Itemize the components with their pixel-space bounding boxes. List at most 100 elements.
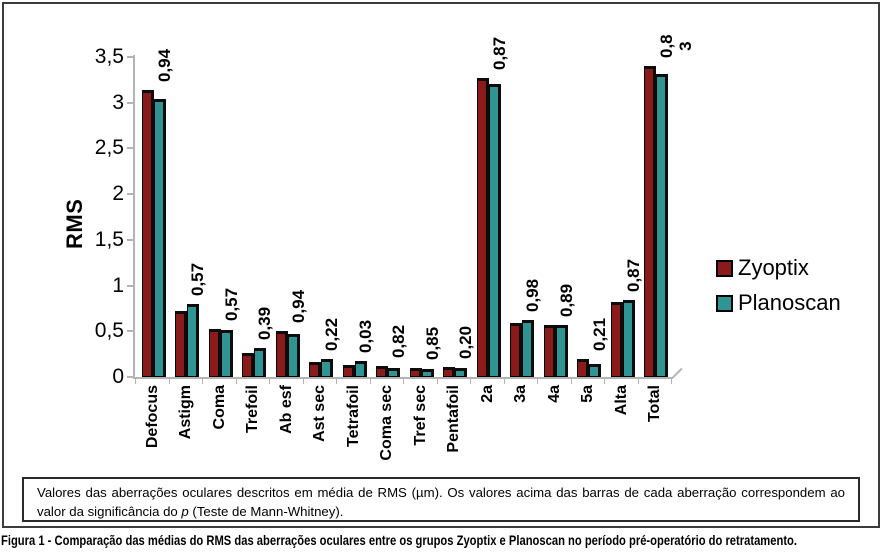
bar-zyoptix	[376, 365, 389, 377]
plot-area: RMS 0 0,5 1 1,5 2 2,5 3 3,5 0,94 Defocus 0,57 Astig…	[62, 34, 696, 461]
note-text-p-italic: p	[181, 504, 189, 519]
y-tick	[127, 284, 134, 287]
p-value-label: 0,87	[489, 36, 509, 70]
x-category-label: Ab esf	[277, 385, 295, 434]
bar-planoscan	[220, 330, 233, 377]
x-category-label: Defocus	[143, 385, 161, 449]
legend-item-planoscan: Planoscan	[716, 292, 841, 314]
x-tick	[135, 379, 136, 384]
note-text-part2: (Teste de Mann-Whitney).	[188, 504, 344, 519]
y-tick-label: 2	[112, 182, 124, 206]
x-category-label: Coma	[210, 385, 228, 430]
bar-planoscan	[488, 84, 501, 377]
x-category-label: 3a	[512, 385, 530, 403]
x-tick	[436, 379, 438, 384]
y-tick	[127, 238, 134, 241]
x-tick	[637, 379, 639, 384]
p-value-label: 0,39	[255, 307, 275, 341]
x-tick	[369, 379, 371, 384]
p-value-label: 0,87	[623, 258, 643, 292]
p-value-label: 0,94	[154, 48, 174, 82]
bar-zyoptix	[610, 301, 623, 377]
bar-planoscan	[622, 299, 635, 377]
bar-zyoptix	[309, 362, 322, 377]
bar-planoscan	[354, 361, 367, 377]
p-value-label: 0,57	[188, 263, 208, 297]
x-axis-line	[133, 377, 673, 379]
p-value-label: 0,22	[322, 318, 342, 352]
x-category-label: 2a	[478, 385, 496, 403]
legend-label-planoscan: Planoscan	[738, 290, 841, 315]
y-tick-label: 1,5	[94, 227, 124, 251]
x-category-label: Alta	[612, 385, 630, 416]
x-tick	[302, 379, 304, 384]
bar-planoscan	[421, 369, 434, 377]
x-category-label: Total	[646, 385, 664, 423]
bar-planoscan	[522, 319, 535, 377]
p-value-label: 0,89	[556, 283, 576, 317]
x-tick	[235, 379, 237, 384]
legend: Zyoptix Planoscan	[716, 257, 841, 314]
note-text-part1: Valores das aberrações oculares descrito…	[37, 485, 845, 519]
bar-planoscan	[187, 304, 200, 377]
y-tick-label: 2,5	[94, 136, 124, 160]
bar-planoscan	[388, 368, 401, 377]
x-tick	[503, 379, 505, 384]
x-category-label: Astigm	[177, 385, 195, 440]
x-tick	[604, 379, 605, 384]
zyoptix-swatch-icon	[716, 259, 733, 277]
x-category-label: Ast sec	[311, 385, 329, 442]
x-category-label: Pentafoil	[445, 385, 463, 453]
x-category-label: Tetrafoil	[344, 385, 362, 447]
y-axis-line	[133, 55, 135, 377]
x-tick	[168, 379, 170, 384]
p-value-label: 0,8 3	[657, 34, 696, 58]
x-tick	[570, 379, 572, 384]
y-tick-label: 3,5	[94, 45, 124, 68]
bar-planoscan	[455, 368, 468, 377]
x-category-label: 5a	[579, 385, 597, 403]
p-value-label: 0,57	[221, 288, 241, 322]
p-value-label: 0,21	[590, 318, 610, 352]
bar-zyoptix	[644, 65, 657, 377]
bar-zyoptix	[409, 367, 422, 377]
bar-planoscan	[153, 98, 166, 377]
planoscan-swatch-icon	[716, 294, 733, 312]
x-category-label: Coma sec	[378, 385, 396, 461]
legend-item-zyoptix: Zyoptix	[716, 257, 841, 279]
y-tick-label: 0	[112, 365, 124, 388]
x-tick	[671, 379, 672, 384]
y-tick	[127, 193, 134, 196]
bar-zyoptix	[175, 310, 188, 377]
p-value-label: 0,98	[523, 278, 543, 312]
y-tick	[127, 330, 134, 333]
bar-zyoptix	[510, 322, 523, 377]
figure-caption: Figura 1 - Comparação das médias do RMS …	[1, 532, 798, 548]
p-value-label: 0,85	[422, 326, 442, 360]
x-category-label: Tref sec	[411, 385, 429, 446]
y-tick-label: 0,5	[94, 319, 124, 343]
p-value-label: 0,94	[288, 289, 308, 323]
bar-planoscan	[321, 359, 334, 377]
p-value-label: 0,20	[456, 325, 476, 359]
x-tick	[269, 379, 270, 384]
x-tick	[202, 379, 203, 384]
bar-planoscan	[656, 74, 669, 377]
bar-planoscan	[254, 348, 267, 377]
bar-zyoptix	[543, 324, 556, 377]
bar-zyoptix	[577, 359, 590, 377]
y-tick	[127, 56, 134, 58]
y-tick	[127, 376, 134, 378]
x-tick	[470, 379, 471, 384]
p-value-label: 0,03	[355, 320, 375, 354]
bar-planoscan	[589, 363, 602, 377]
bar-zyoptix	[208, 329, 221, 377]
bar-zyoptix	[275, 330, 288, 377]
bar-planoscan	[555, 325, 568, 377]
x-tick	[403, 379, 404, 384]
note-box: Valores das aberrações oculares descrito…	[22, 477, 860, 522]
x-tick	[336, 379, 337, 384]
bar-zyoptix	[242, 352, 255, 377]
y-tick-label: 3	[112, 90, 124, 114]
bar-zyoptix	[476, 77, 489, 377]
